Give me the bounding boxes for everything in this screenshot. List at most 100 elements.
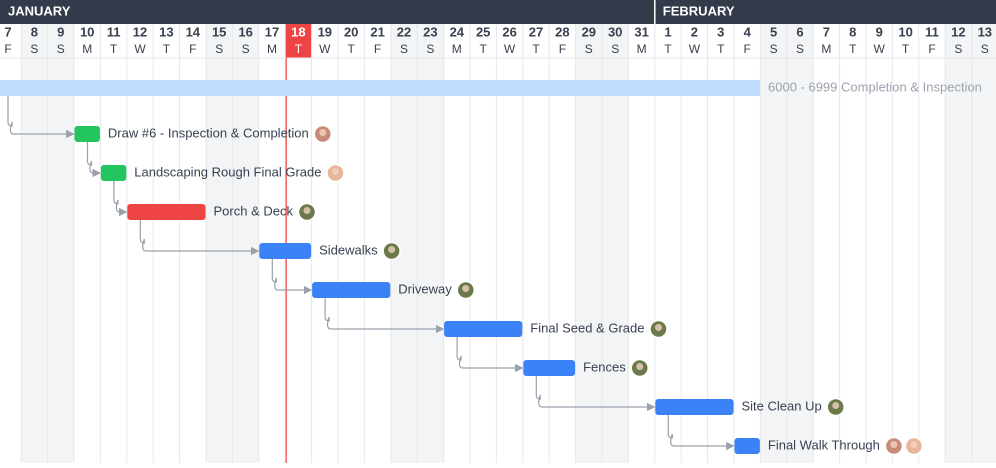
avatar-face xyxy=(654,324,662,331)
dependency-arrow xyxy=(86,142,101,178)
task-bar[interactable] xyxy=(127,204,206,220)
task-bar[interactable] xyxy=(74,126,100,142)
weekday: S xyxy=(611,42,619,56)
dependency-arrow xyxy=(667,415,735,451)
weekday: T xyxy=(664,42,672,56)
day-number: 6 xyxy=(796,24,803,39)
weekday: T xyxy=(717,42,725,56)
weekday: S xyxy=(215,42,223,56)
weekday: S xyxy=(242,42,250,56)
day-number: 14 xyxy=(186,24,201,39)
weekday: M xyxy=(82,42,92,56)
weekday: F xyxy=(374,42,381,56)
task-label[interactable]: Draw #6 - Inspection & Completion xyxy=(108,125,309,140)
day-number: 9 xyxy=(57,24,64,39)
avatar xyxy=(456,280,476,300)
avatar-face xyxy=(832,402,840,409)
weekday: T xyxy=(902,42,910,56)
task-bar[interactable] xyxy=(100,165,127,181)
day-number: 12 xyxy=(951,24,965,39)
day-number: 9 xyxy=(876,24,883,39)
weekday: S xyxy=(981,42,989,56)
weekday: T xyxy=(480,42,488,56)
summary-label: 6000 - 6999 Completion & Inspection xyxy=(768,79,982,94)
avatar-face xyxy=(890,441,898,448)
weekday: T xyxy=(110,42,118,56)
avatar xyxy=(382,241,401,261)
task-label[interactable]: Site Clean Up xyxy=(742,398,822,413)
weekend-column xyxy=(945,24,972,463)
avatar xyxy=(884,436,904,456)
avatar xyxy=(649,319,668,339)
weekday: T xyxy=(295,42,303,56)
dependency-arrow xyxy=(113,181,128,217)
day-number: 11 xyxy=(107,24,121,39)
weekday: S xyxy=(770,42,778,56)
task-label[interactable]: Porch & Deck xyxy=(214,203,294,218)
task-label[interactable]: Final Walk Through xyxy=(768,437,880,452)
avatar xyxy=(630,358,649,378)
day-number: 10 xyxy=(898,24,912,39)
avatar-face xyxy=(319,129,327,136)
day-number: 10 xyxy=(80,24,94,39)
today-header xyxy=(285,24,312,58)
day-number: 16 xyxy=(238,24,252,39)
dependency-arrow xyxy=(139,220,260,256)
month-label: FEBRUARY xyxy=(663,3,735,18)
day-number: 21 xyxy=(370,24,384,39)
avatar-face xyxy=(388,246,396,253)
weekday: F xyxy=(4,42,11,56)
weekday: F xyxy=(928,42,935,56)
avatar xyxy=(904,436,924,456)
weekday: F xyxy=(189,42,196,56)
day-number: 13 xyxy=(159,24,173,39)
weekday: W xyxy=(504,42,516,56)
day-number: 12 xyxy=(133,24,147,39)
day-number: 23 xyxy=(423,24,437,39)
weekday: M xyxy=(452,42,462,56)
task-bar[interactable] xyxy=(312,282,391,298)
task-bar[interactable] xyxy=(259,243,312,259)
task-label[interactable]: Final Seed & Grade xyxy=(530,320,644,335)
task-label[interactable]: Fences xyxy=(583,359,626,374)
task-label[interactable]: Sidewalks xyxy=(319,242,378,257)
weekday: S xyxy=(57,42,65,56)
weekday: S xyxy=(30,42,38,56)
task-bar[interactable] xyxy=(655,399,734,415)
dependency-arrow xyxy=(271,259,313,295)
avatar-face xyxy=(303,207,311,214)
day-number: 26 xyxy=(502,24,516,39)
weekday: F xyxy=(559,42,566,56)
month-label: JANUARY xyxy=(8,3,71,18)
weekend-column xyxy=(760,24,787,463)
weekend-column xyxy=(575,24,602,463)
weekday: T xyxy=(163,42,171,56)
dependency-arrow xyxy=(535,376,656,412)
day-number: 28 xyxy=(555,24,569,39)
weekday: W xyxy=(874,42,886,56)
avatar-face xyxy=(331,168,339,175)
dependency-arrow xyxy=(324,298,445,334)
task-bar[interactable] xyxy=(734,438,760,454)
day-number: 27 xyxy=(529,24,543,39)
summary-bar[interactable] xyxy=(0,80,760,96)
task-label[interactable]: Driveway xyxy=(398,281,452,296)
task-bar[interactable] xyxy=(444,321,523,337)
avatar xyxy=(326,163,345,183)
day-number: 5 xyxy=(770,24,777,39)
day-number: 17 xyxy=(265,24,279,39)
weekday: S xyxy=(426,42,434,56)
weekday: M xyxy=(821,42,831,56)
day-number: 15 xyxy=(212,24,226,39)
task-label[interactable]: Landscaping Rough Final Grade xyxy=(134,164,321,179)
task-bar[interactable] xyxy=(523,360,576,376)
dependency-arrow xyxy=(456,337,524,373)
weekday: S xyxy=(585,42,593,56)
day-number: 18 xyxy=(291,24,305,39)
day-number: 24 xyxy=(450,24,465,39)
weekday: S xyxy=(954,42,962,56)
weekend-column xyxy=(232,24,259,463)
weekday: W xyxy=(134,42,146,56)
day-number: 8 xyxy=(31,24,38,39)
